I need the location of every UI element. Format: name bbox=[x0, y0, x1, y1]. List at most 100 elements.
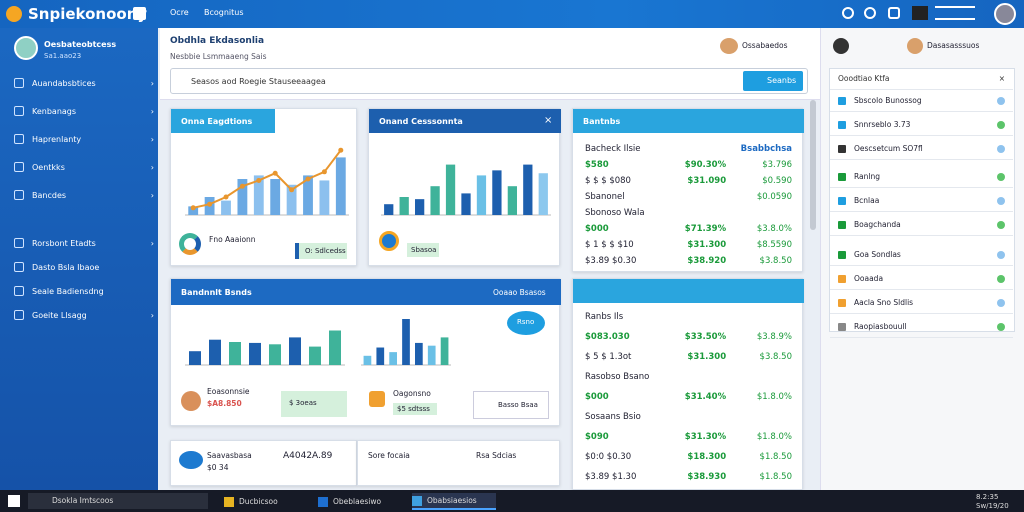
start-button[interactable] bbox=[8, 495, 20, 507]
icon[interactable] bbox=[935, 6, 975, 20]
right-panel: Dasasasssuos bbox=[820, 28, 1024, 490]
label: $0 34 bbox=[207, 463, 229, 472]
item-label: Aacla Sno Sldlis bbox=[854, 298, 914, 307]
list-item[interactable]: Oescsetcum SO7fl bbox=[830, 138, 1013, 160]
cell: $31.40% bbox=[684, 392, 727, 402]
nav-item[interactable]: Kenbanags › bbox=[14, 101, 154, 121]
sidebar: Oesbateobtcess Sa1.aao23 Auandabsbtices ›… bbox=[0, 28, 158, 490]
scrollbar[interactable] bbox=[810, 100, 816, 230]
nav-icon bbox=[14, 310, 24, 320]
bar bbox=[286, 184, 297, 215]
table-row: Sosaans Bsio bbox=[573, 407, 804, 427]
item-icon bbox=[838, 322, 846, 331]
item-icon bbox=[838, 250, 846, 259]
avatar bbox=[907, 38, 923, 54]
close-button[interactable]: × bbox=[544, 115, 553, 126]
chart bbox=[361, 319, 451, 366]
taskbar-app[interactable]: Ducbicsoo bbox=[224, 493, 308, 510]
list-item[interactable]: Snnrseblo 3.73 bbox=[830, 114, 1013, 136]
cell: $ $ $ $080 bbox=[585, 176, 631, 186]
taskbar-app[interactable]: Obeblaesiwo bbox=[318, 493, 402, 510]
list-item[interactable]: Boagchanda bbox=[830, 214, 1013, 236]
nav-item[interactable]: Goeite Llsagg › bbox=[14, 305, 154, 325]
cell: $31.090 bbox=[687, 176, 727, 186]
icon[interactable] bbox=[842, 7, 854, 19]
bar bbox=[523, 164, 533, 215]
list-item[interactable]: Aacla Sno Sldlis bbox=[830, 292, 1013, 314]
search-bar[interactable]: Dsokla Imtscoos bbox=[28, 493, 208, 509]
bar bbox=[270, 179, 281, 215]
icon[interactable] bbox=[912, 6, 928, 20]
icon bbox=[379, 231, 399, 251]
marker bbox=[256, 177, 262, 183]
list-item[interactable]: Ranlng bbox=[830, 166, 1013, 188]
nav-item[interactable]: Dasto Bsla Ibaoe bbox=[14, 257, 154, 277]
table-card: Bantnbs Bacheck Ilsie Bsabbchsa $580 $90.30… bbox=[572, 108, 804, 272]
table-row: $580 $90.30% $3.796 bbox=[573, 157, 804, 173]
person-value: $A8.850 bbox=[207, 399, 242, 408]
item-label: Goa Sondlas bbox=[854, 250, 901, 259]
nav-link[interactable]: Bcognitus bbox=[204, 8, 244, 17]
cell: $33.50% bbox=[684, 332, 727, 342]
item-label: Boagchanda bbox=[854, 220, 901, 229]
icon[interactable] bbox=[864, 7, 876, 19]
avatar[interactable] bbox=[994, 3, 1016, 25]
badge: Sbasoa bbox=[407, 243, 439, 257]
bar bbox=[538, 173, 548, 215]
cell: $000 bbox=[585, 392, 609, 402]
cell: $1.8.0% bbox=[756, 392, 792, 402]
item-status bbox=[997, 120, 1005, 129]
nav-item[interactable]: Rorsbont Etadts › bbox=[14, 233, 154, 253]
nav-link[interactable]: Ocre bbox=[170, 8, 189, 17]
nav-item[interactable]: Seale Badiensdng bbox=[14, 281, 154, 301]
taskbar: Dsokla Imtscoos 8.2:35 Sw/19/20 bbox=[0, 490, 1024, 512]
bar bbox=[229, 342, 241, 365]
nav-item[interactable]: Haprenlanty › bbox=[14, 129, 154, 149]
chart bbox=[185, 147, 349, 216]
bar bbox=[237, 179, 248, 215]
list-item[interactable]: Goa Sondlas bbox=[830, 244, 1013, 266]
person: Eoasonnsie bbox=[207, 387, 250, 396]
list-title-text: Ooodtiao Ktfa bbox=[838, 74, 890, 83]
menu-button[interactable] bbox=[133, 7, 146, 20]
table-row: $090 $31.30% $1.8.0% bbox=[573, 427, 804, 447]
item-status bbox=[997, 144, 1005, 153]
bar bbox=[188, 206, 199, 215]
cell: $31.300 bbox=[687, 240, 727, 250]
search-button[interactable]: Seanbs bbox=[743, 71, 803, 91]
bar bbox=[289, 337, 301, 365]
icon[interactable] bbox=[888, 7, 900, 19]
table-row: $3.89 $1.30 $38.930 $1.8.50 bbox=[573, 467, 804, 487]
time: 8.2:35 bbox=[976, 493, 999, 501]
taskbar-app[interactable]: Obabsiaesios bbox=[412, 493, 496, 510]
nav-item[interactable]: Auandabsbtices › bbox=[14, 73, 154, 93]
cell: $71.39% bbox=[684, 224, 727, 234]
table-row: Sbanonel $0.0590 bbox=[573, 189, 804, 205]
app-icon bbox=[224, 496, 234, 507]
nav-icon bbox=[14, 134, 24, 144]
user-name[interactable]: Ossabaedos bbox=[742, 41, 788, 50]
cell: $31.30% bbox=[684, 432, 727, 442]
list-item[interactable]: Sbscolo Bunossog bbox=[830, 90, 1013, 112]
search-box[interactable]: Seasos aod Roegie Stauseeaagea Seanbs bbox=[170, 68, 808, 94]
nav-icon bbox=[14, 190, 24, 200]
cell: $0:0 $0.30 bbox=[585, 452, 632, 462]
table-row: $000 $71.39% $3.8.0% bbox=[573, 221, 804, 237]
bar bbox=[389, 352, 397, 365]
list-item[interactable]: Bcnlaa bbox=[830, 190, 1013, 212]
nav-item[interactable]: Oentkks › bbox=[14, 157, 154, 177]
marker bbox=[223, 194, 229, 200]
bar bbox=[415, 342, 423, 365]
card-title: Bandnnlt Bsnds bbox=[171, 279, 561, 305]
value: A4042A.89 bbox=[283, 451, 333, 461]
list-item[interactable]: Ooaada bbox=[830, 268, 1013, 290]
item-icon bbox=[838, 172, 846, 181]
bar bbox=[461, 193, 471, 215]
nav-item[interactable]: Bancdes › bbox=[14, 185, 154, 205]
close-button[interactable]: × bbox=[998, 74, 1005, 83]
marker bbox=[338, 147, 344, 153]
list-title: Ooodtiao Ktfa × bbox=[830, 68, 1013, 90]
bar bbox=[189, 351, 201, 365]
list-item[interactable]: Raopiasbouull bbox=[830, 316, 1013, 338]
card-title: Onand Cesssonnta bbox=[369, 109, 561, 133]
